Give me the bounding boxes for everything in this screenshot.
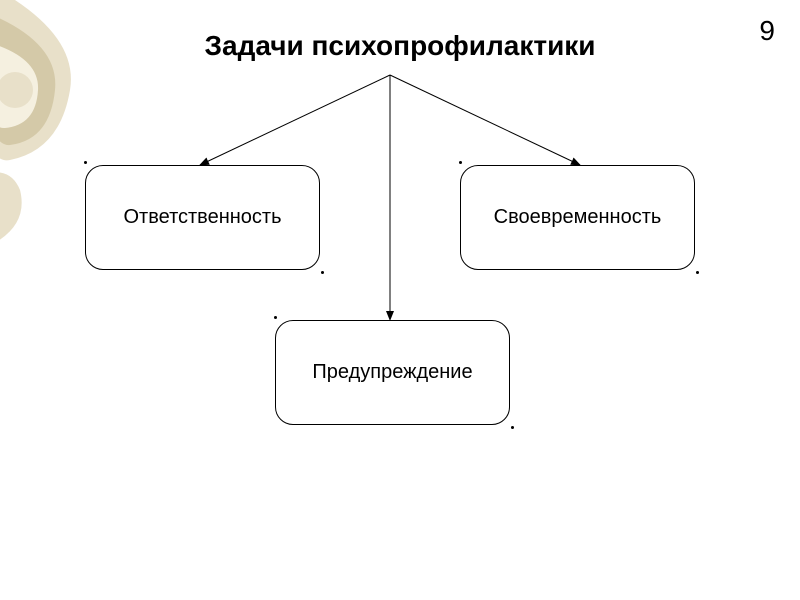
arrow-line <box>200 75 390 165</box>
corner-dot <box>696 271 699 274</box>
diagram-node-label: Предупреждение <box>312 361 472 384</box>
corner-dot <box>84 161 87 164</box>
diagram-node-right: Своевременность <box>460 165 695 270</box>
arrows-svg <box>0 0 800 600</box>
corner-dot <box>274 316 277 319</box>
diagram-node-label: Своевременность <box>494 206 662 229</box>
corner-dot <box>511 426 514 429</box>
diagram-node-left: Ответственность <box>85 165 320 270</box>
diagram-node-bottom: Предупреждение <box>275 320 510 425</box>
corner-dot <box>321 271 324 274</box>
diagram-node-label: Ответственность <box>124 206 282 229</box>
corner-dot <box>459 161 462 164</box>
arrow-line <box>390 75 580 165</box>
diagram-container: Ответственность Своевременность Предупрежд… <box>0 0 800 600</box>
